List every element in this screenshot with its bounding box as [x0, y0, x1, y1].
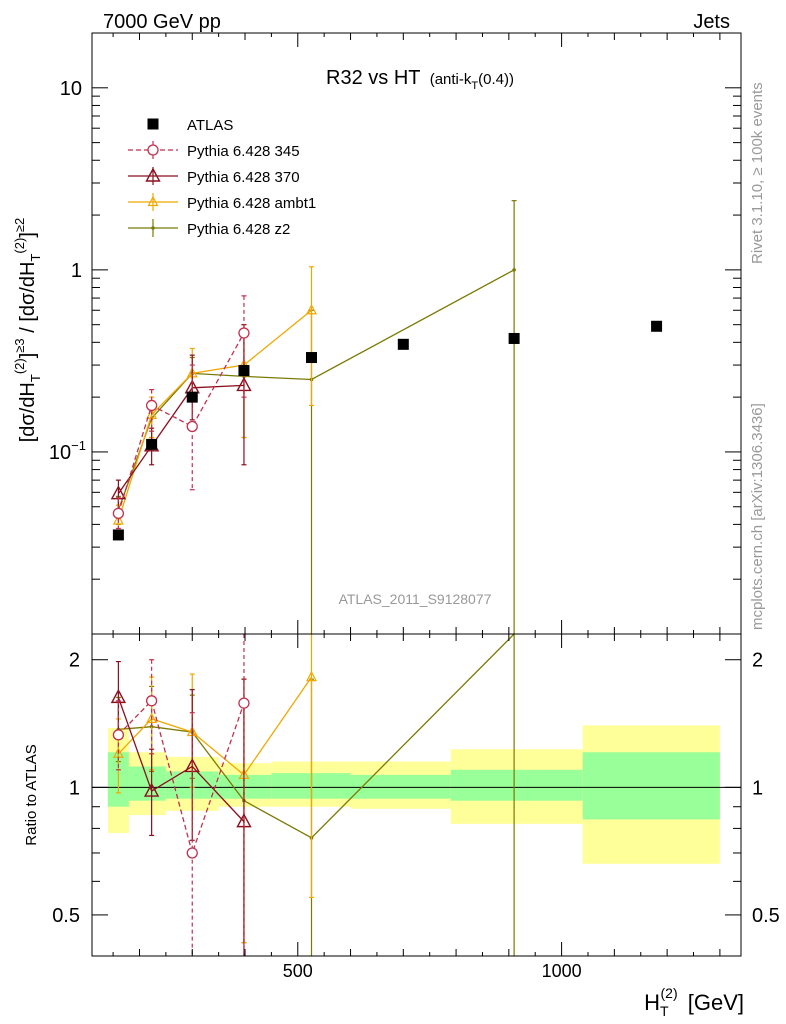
ratio-band-inner [582, 752, 720, 820]
legend-label: Pythia 6.428 z2 [187, 221, 290, 238]
legend-label: Pythia 6.428 ambt1 [187, 195, 316, 212]
y-axis-label: [dσ/dHT(2)]≥3 / [dσ/dHT(2)]≥2 [12, 218, 43, 443]
series-ambt1 [112, 266, 317, 538]
series-line-ambt1 [117, 309, 312, 521]
marker-circle [238, 327, 250, 339]
plot-title: R32 vs HT (anti-kT(0.4)) [326, 67, 514, 92]
plot-title-sub-index: T [471, 80, 478, 92]
ratio-y-axis-label: Ratio to ATLAS [23, 744, 40, 845]
series-line-p345 [117, 699, 245, 856]
ratio-tick-label-left: 1 [69, 777, 80, 799]
plot-title-sub: (anti-k [430, 71, 472, 88]
legend-entry: Pythia 6.428 z2 [128, 219, 290, 238]
atlas-data-point [397, 338, 409, 350]
marker-circle [112, 507, 125, 519]
marker-triangle-small [306, 303, 317, 315]
ratio-tick-label-right: 2 [752, 650, 763, 672]
marker-circle [147, 144, 159, 156]
atlas-data-point [147, 118, 159, 130]
marker-triangle-small [306, 670, 317, 682]
legend-entry: Pythia 6.428 370 [128, 167, 300, 186]
atlas-data-point [112, 529, 124, 541]
x-axis-label: HT(2) [GeV] [644, 985, 744, 1019]
plot-title-sub-end: (0.4)) [478, 71, 514, 88]
y-tick-label: 10−1 [49, 438, 86, 464]
marker-dot [512, 268, 516, 272]
marker-triangle [143, 782, 160, 797]
header-energy: 7000 GeV pp [103, 11, 221, 33]
source-reference: mcplots.cern.ch [arXiv:1306.3436] [749, 403, 766, 630]
ratio-band-inner [128, 766, 166, 801]
series-z2 [115, 200, 517, 634]
series-p345 [112, 295, 250, 530]
marker-circle [145, 695, 158, 707]
marker-circle [112, 729, 125, 741]
series-atlas [112, 320, 663, 541]
analysis-id: ATLAS_2011_S9128077 [339, 591, 492, 607]
series-p345 [112, 634, 250, 956]
ratio-tick-label-right: 0.5 [752, 905, 780, 927]
atlas-data-point [238, 365, 250, 377]
atlas-data-point [508, 332, 520, 344]
axes: 500 1000 10−1 1 10 0.5 0.5 1 1 2 2 [49, 32, 780, 981]
series-line-z2 [118, 633, 515, 839]
ratio-band-inner [218, 774, 272, 799]
x-tick-label: 500 [283, 961, 313, 981]
marker-circle [186, 847, 198, 859]
marker-dot [151, 226, 155, 230]
ratio-tick-label-left: 2 [69, 650, 80, 672]
atlas-data-point [186, 391, 198, 403]
legend-label: Pythia 6.428 370 [187, 169, 300, 186]
legend-entry: ATLAS [147, 117, 233, 134]
ratio-tick-label-right: 1 [752, 777, 763, 799]
legend-entry: Pythia 6.428 345 [128, 141, 300, 160]
rivet-version: Rivet 3.1.10, ≥ 100k events [749, 82, 766, 264]
series-line-p370 [117, 384, 244, 495]
y-tick-label: 1 [71, 260, 82, 282]
legend-entry: Pythia 6.428 ambt1 [128, 193, 316, 212]
atlas-data-point [651, 320, 663, 332]
legend-label: Pythia 6.428 345 [187, 143, 300, 160]
legend-label: ATLAS [187, 117, 233, 134]
series-line-z2 [117, 269, 515, 511]
marker-triangle-small [147, 195, 159, 207]
marker-circle [145, 399, 158, 412]
ratio-tick-label-left: 0.5 [52, 905, 80, 927]
legend: ATLAS Pythia 6.428 345 Pythia 6.428 370 Pyt… [128, 117, 316, 238]
x-tick-label: 1000 [542, 961, 582, 981]
marker-triangle-small [112, 514, 124, 525]
marker-triangle-small [146, 712, 158, 724]
header-process: Jets [693, 11, 730, 33]
plot-title-main: R32 vs HT [326, 67, 420, 89]
ratio-band-inner [350, 774, 451, 799]
marker-triangle [145, 167, 161, 182]
series-line-p345 [117, 332, 245, 514]
atlas-data-point [146, 438, 158, 450]
y-tick-label: 10 [60, 78, 82, 100]
ratio-band-inner [450, 769, 583, 801]
marker-circle [186, 420, 198, 433]
ratio-panel-series [110, 633, 515, 956]
ratio-panel-frame [91, 633, 742, 957]
main-panel-series [110, 200, 663, 634]
series-p370 [110, 324, 252, 511]
atlas-data-point [305, 352, 317, 364]
marker-circle [238, 697, 250, 709]
